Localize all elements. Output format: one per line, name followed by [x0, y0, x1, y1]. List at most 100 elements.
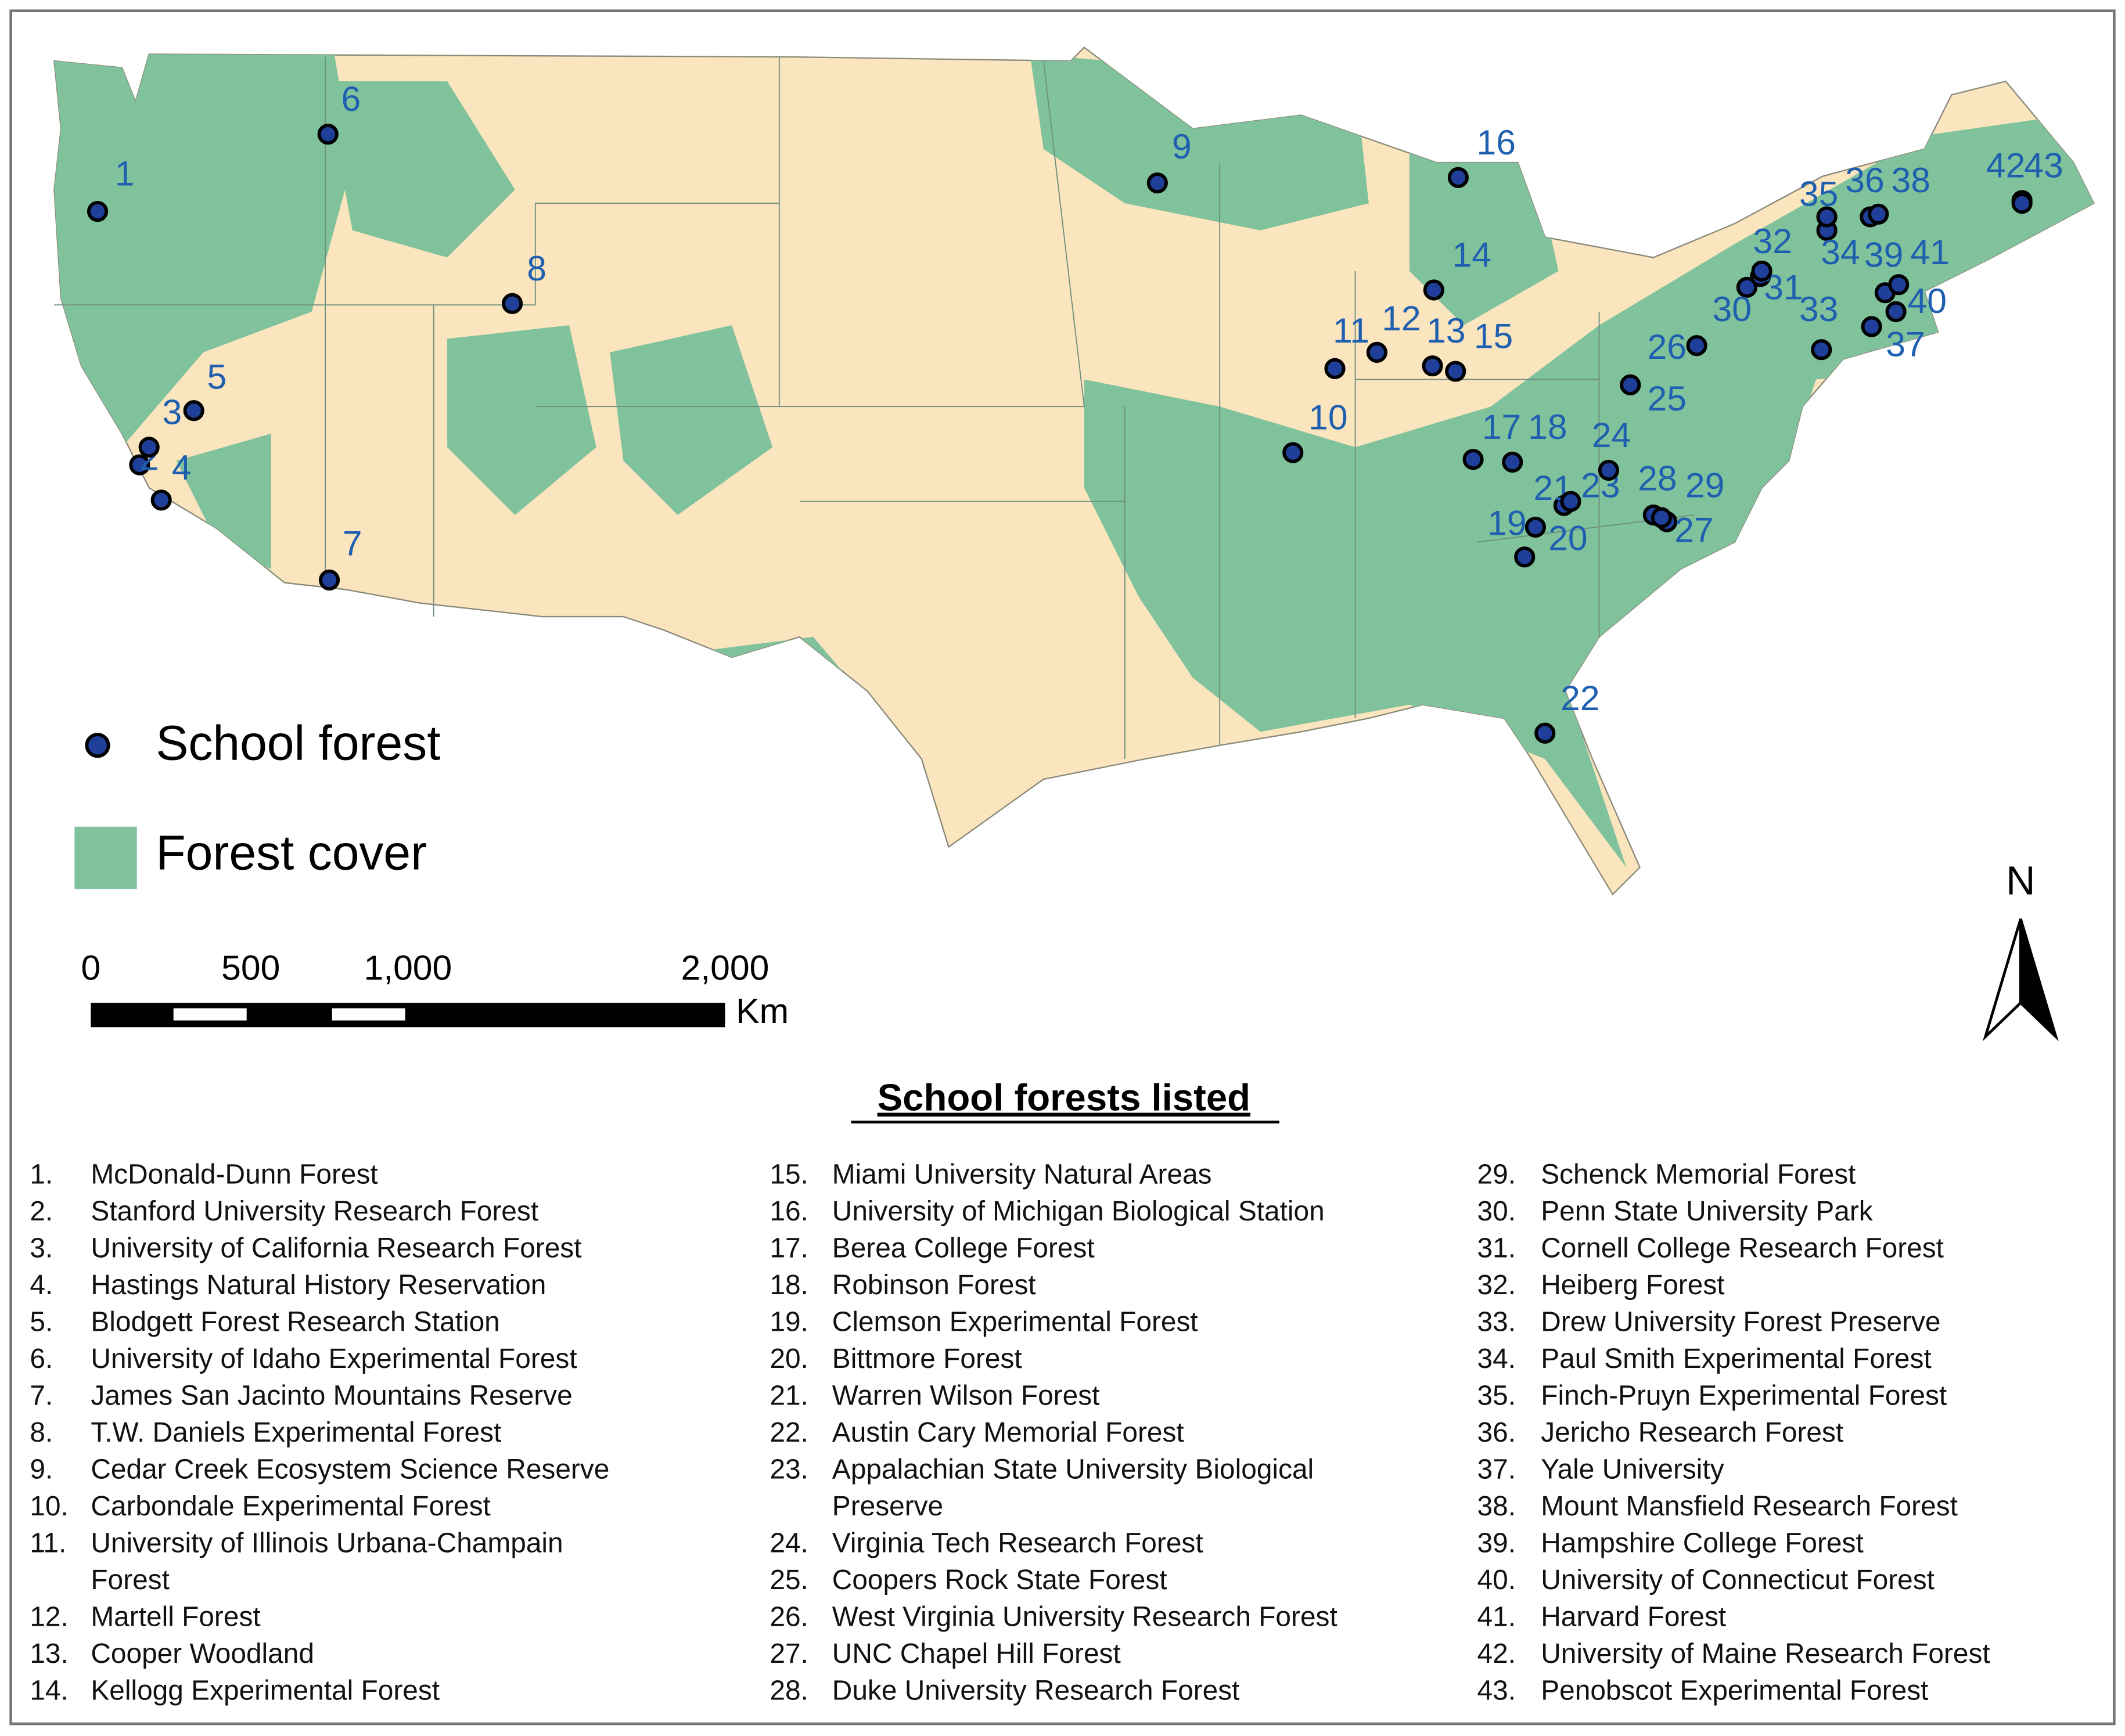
- site-marker: [1534, 722, 1556, 744]
- list-number: 40.: [1477, 1565, 1516, 1595]
- site-marker: [1502, 451, 1523, 473]
- list-number: 9.: [30, 1454, 53, 1485]
- site-number: 34: [1821, 232, 1860, 272]
- site-marker: [1423, 279, 1444, 301]
- list-name: Stanford University Research Forest: [91, 1196, 538, 1227]
- list-name: Mount Mansfield Research Forest: [1541, 1491, 1958, 1522]
- site-marker: [1751, 260, 1772, 282]
- site-number: 35: [1799, 174, 1838, 213]
- list-number: 19.: [770, 1307, 808, 1338]
- site-marker: [1885, 301, 1907, 322]
- site-marker: [1888, 274, 1910, 296]
- list-name: Penobscot Experimental Forest: [1541, 1675, 1928, 1706]
- site-marker: [1422, 355, 1443, 377]
- site-marker: [1736, 276, 1758, 298]
- list-number: 37.: [1477, 1454, 1516, 1485]
- list-number: 42.: [1477, 1638, 1516, 1669]
- list-number: 15.: [770, 1159, 808, 1190]
- site-number: 32: [1753, 221, 1792, 261]
- site-number: 27: [1674, 510, 1713, 549]
- list-name: Carbondale Experimental Forest: [91, 1491, 490, 1522]
- list-name: Clemson Experimental Forest: [832, 1307, 1198, 1338]
- list-name: Bittmore Forest: [832, 1344, 1022, 1374]
- list-number: 18.: [770, 1270, 808, 1301]
- site-marker: [183, 400, 204, 422]
- site-marker: [87, 201, 109, 222]
- site-marker: [1811, 339, 1832, 361]
- site-marker: [1324, 358, 1346, 379]
- site-number: 40: [1908, 281, 1947, 320]
- list-number: 39.: [1477, 1528, 1516, 1559]
- legend-label: Forest cover: [156, 825, 427, 880]
- site-number: 29: [1685, 465, 1724, 505]
- north-arrow: N: [1982, 858, 2059, 1042]
- list-number: 23.: [770, 1454, 808, 1485]
- site-marker: [1524, 516, 1546, 538]
- list-number: 17.: [770, 1233, 808, 1264]
- list-name: Finch-Pruyn Experimental Forest: [1541, 1381, 1947, 1411]
- list-name: Penn State University Park: [1541, 1196, 1873, 1227]
- site-number: 43: [2024, 145, 2063, 185]
- list-number: 8.: [30, 1417, 53, 1448]
- list-number: 22.: [770, 1417, 808, 1448]
- list-name: University of Connecticut Forest: [1541, 1565, 1935, 1595]
- site-list: 1. McDonald-Dunn Forest 2. Stanford Univers…: [30, 1159, 1990, 1706]
- scale-bar-segment: [173, 1008, 247, 1021]
- legend-marker: [85, 733, 110, 758]
- site-number: 10: [1308, 398, 1347, 437]
- site-number: 5: [207, 357, 227, 397]
- site-number: 28: [1638, 459, 1677, 498]
- list-number: 2.: [30, 1196, 53, 1227]
- site-marker: [1447, 167, 1469, 188]
- site-marker: [129, 454, 150, 476]
- list-name: Cornell College Research Forest: [1541, 1233, 1944, 1264]
- list-name: Harvard Forest: [1541, 1602, 1726, 1633]
- site-number: 24: [1592, 415, 1631, 455]
- legend-swatch: [74, 826, 137, 889]
- list-name: Forest: [91, 1565, 170, 1595]
- site-number: 3: [162, 392, 182, 431]
- list-name: McDonald-Dunn Forest: [91, 1159, 377, 1190]
- list-name: Virginia Tech Research Forest: [832, 1528, 1203, 1559]
- site-number: 20: [1548, 518, 1587, 557]
- site-number: 26: [1648, 327, 1687, 366]
- list-name: Coopers Rock State Forest: [832, 1565, 1167, 1595]
- site-number: 19: [1487, 503, 1526, 543]
- list-number: 29.: [1477, 1159, 1516, 1190]
- site-number: 17: [1482, 407, 1521, 446]
- forest-cover-area: [54, 47, 2094, 867]
- scale-label: 0: [81, 948, 100, 987]
- list-title: School forests listed: [878, 1076, 1250, 1119]
- list-name: Warren Wilson Forest: [832, 1381, 1100, 1411]
- list-number: 14.: [30, 1675, 68, 1706]
- site-number: 7: [343, 524, 362, 563]
- list-number: 3.: [30, 1233, 53, 1264]
- north-label: N: [2006, 858, 2036, 903]
- site-marker: [1366, 341, 1387, 363]
- list-name: Paul Smith Experimental Forest: [1541, 1344, 1931, 1374]
- legend: School forest Forest cover: [74, 715, 441, 889]
- site-number: 38: [1892, 160, 1930, 200]
- scale-unit: Km: [736, 991, 789, 1031]
- site-number: 39: [1864, 235, 1903, 275]
- scale-label: 2,000: [681, 948, 770, 987]
- list-name: Jericho Research Forest: [1541, 1417, 1843, 1448]
- site-marker: [1620, 374, 1641, 395]
- list-name: Miami University Natural Areas: [832, 1159, 1212, 1190]
- site-marker: [2011, 193, 2033, 214]
- list-name: Yale University: [1541, 1454, 1724, 1485]
- list-number: 33.: [1477, 1307, 1516, 1338]
- list-name: Hampshire College Forest: [1541, 1528, 1863, 1559]
- scale-label: 500: [221, 948, 280, 987]
- site-marker: [1462, 449, 1484, 470]
- list-number: 34.: [1477, 1344, 1516, 1374]
- site-marker: [150, 489, 172, 511]
- list-name: Austin Cary Memorial Forest: [832, 1417, 1184, 1448]
- site-marker: [1868, 203, 1889, 225]
- site-number: 18: [1528, 407, 1567, 446]
- site-number: 11: [1333, 311, 1369, 350]
- site-marker: [1560, 491, 1581, 512]
- scale-bar-segment: [332, 1008, 405, 1021]
